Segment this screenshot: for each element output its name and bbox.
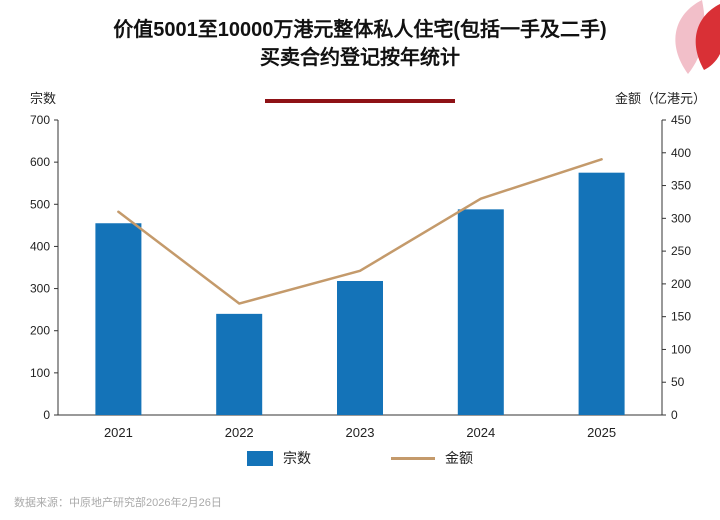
- right-axis-tick-label: 400: [671, 146, 691, 160]
- x-axis-label-2021: 2021: [104, 425, 133, 440]
- chart-title-line2: 买卖合约登记按年统计: [260, 47, 460, 69]
- bar-series-swatch: [247, 450, 273, 466]
- left-axis-tick-label: 200: [30, 324, 50, 338]
- left-axis-tick-label: 300: [30, 282, 50, 296]
- right-axis-tick-label: 350: [671, 179, 691, 193]
- chart-legend: 宗数 金额: [0, 448, 720, 468]
- bar-2023: [337, 280, 383, 415]
- line-series-swatch: [391, 456, 435, 460]
- left-axis-tick-label: 100: [30, 366, 50, 380]
- title-underline: [265, 99, 455, 103]
- right-axis-tick-label: 250: [671, 244, 691, 258]
- left-axis-tick-label: 500: [30, 197, 50, 211]
- x-axis-label-2022: 2022: [225, 425, 254, 440]
- left-axis-tick-label: 0: [43, 408, 50, 422]
- bar-2022: [216, 313, 263, 415]
- bar-2021: [95, 223, 142, 415]
- legend-item-line: 金额: [391, 448, 473, 468]
- left-axis-tick-label: 700: [30, 113, 50, 127]
- bar-2024: [457, 209, 504, 415]
- x-axis-label-2025: 2025: [587, 425, 616, 440]
- amount-line: [117, 158, 603, 305]
- legend-label-bars: 宗数: [283, 450, 311, 466]
- left-axis-unit: 宗数: [30, 91, 57, 106]
- decorative-ribbon-icon: [675, 0, 720, 74]
- legend-label-line: 金额: [445, 450, 473, 466]
- combo-chart: 0 100 200 300 400 500 600 700 0 50 100 150 200 250 300…: [30, 113, 691, 440]
- right-axis-tick-label: 200: [671, 277, 691, 291]
- right-axis-tick-label: 150: [671, 310, 691, 324]
- left-axis-tick-label: 400: [30, 239, 50, 253]
- x-axis-label-2023: 2023: [346, 425, 375, 440]
- right-axis-tick-label: 300: [671, 211, 691, 225]
- chart-title: 价值5001至10000万港元整体私人住宅(包括一手及二手) 买卖合约登记按年统…: [0, 16, 720, 72]
- right-axis-tick-label: 100: [671, 342, 691, 356]
- right-axis-tick-label: 0: [671, 408, 678, 422]
- data-source-note: 数据来源：中原地产研究部2026年2月26日: [14, 497, 222, 509]
- x-axis-label-2024: 2024: [466, 425, 495, 440]
- right-axis-tick-label: 450: [671, 113, 691, 127]
- chart-title-line1: 价值5001至10000万港元整体私人住宅(包括一手及二手): [113, 19, 607, 41]
- right-axis-unit: 金额（亿港元）: [614, 91, 706, 106]
- right-axis-tick-label: 50: [671, 375, 685, 389]
- bar-2025: [578, 172, 625, 415]
- left-axis-tick-label: 600: [30, 155, 50, 169]
- legend-item-bars: 宗数: [247, 448, 311, 468]
